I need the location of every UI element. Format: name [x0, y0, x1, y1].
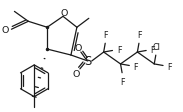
Text: F: F: [134, 62, 138, 71]
Text: F: F: [104, 31, 108, 40]
Text: F: F: [117, 46, 121, 55]
Text: F: F: [137, 31, 142, 40]
Text: F: F: [151, 46, 155, 55]
Text: F: F: [167, 62, 172, 71]
Text: F: F: [121, 77, 125, 86]
Text: S: S: [84, 55, 92, 68]
Text: O: O: [74, 43, 82, 52]
Text: O: O: [60, 9, 68, 18]
Text: O: O: [1, 26, 8, 35]
Text: O: O: [72, 70, 80, 79]
Text: Cl: Cl: [153, 42, 160, 51]
